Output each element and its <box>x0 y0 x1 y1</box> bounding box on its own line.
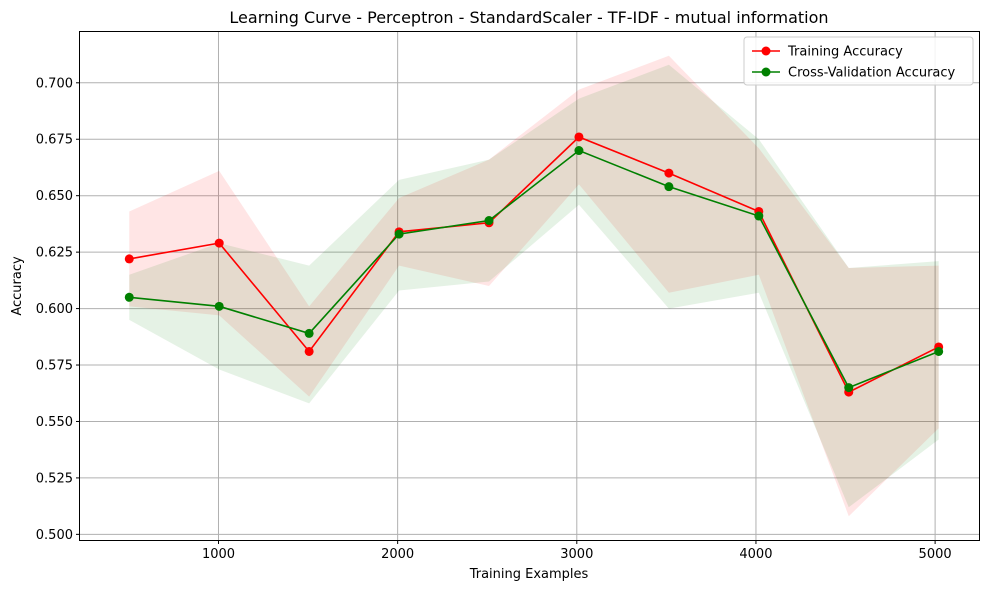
legend-swatch-marker <box>761 67 771 77</box>
series-0-point <box>214 238 224 248</box>
legend-box <box>743 36 974 86</box>
series-0-point <box>124 254 134 264</box>
series-0-point <box>304 346 314 356</box>
series-1-point <box>484 216 494 226</box>
series-1-point <box>394 229 404 239</box>
series-0-band <box>129 55 939 517</box>
y-tick-label: 0.500 <box>36 528 73 543</box>
x-axis-label: Training Examples <box>469 567 589 582</box>
x-tick-label: 5000 <box>919 547 952 562</box>
y-tick-label: 0.600 <box>36 302 73 317</box>
series-0-point <box>574 132 584 142</box>
series-1-point <box>214 301 224 311</box>
series-1-line <box>129 149 939 389</box>
confidence-bands <box>129 55 939 517</box>
y-tick-label: 0.675 <box>36 133 73 148</box>
x-tick-label: 4000 <box>739 547 772 562</box>
x-tick-label: 1000 <box>202 547 235 562</box>
y-tick-label: 0.650 <box>36 189 73 204</box>
plot-frame <box>79 31 980 541</box>
legend-swatch-marker <box>761 46 771 56</box>
series-1-point <box>934 346 944 356</box>
y-tick-label: 0.625 <box>36 246 73 261</box>
legend-label: Cross-Validation Accuracy <box>788 66 956 81</box>
x-axis-ticks: 1000 2000 3000 4000 5000 <box>202 540 952 562</box>
y-axis-label: Accuracy <box>10 256 25 316</box>
legend-label: Training Accuracy <box>787 45 903 60</box>
series-1-point <box>574 146 584 156</box>
legend: Training Accuracy Cross-Validation Accura… <box>743 36 974 86</box>
x-tick-label: 3000 <box>560 547 593 562</box>
series-1-band <box>129 64 939 508</box>
y-tick-label: 0.575 <box>36 359 73 374</box>
y-tick-label: 0.550 <box>36 415 73 430</box>
series-lines <box>129 136 940 394</box>
series-1-point <box>664 182 674 192</box>
series-1-point <box>754 211 764 221</box>
y-axis-ticks: 0.500 0.525 0.550 0.575 0.600 0.625 0.650 0.675… <box>36 76 80 543</box>
x-tick-label: 2000 <box>381 547 414 562</box>
series-0-point <box>664 168 674 178</box>
y-tick-label: 0.700 <box>36 76 73 91</box>
series-1-point <box>844 383 854 393</box>
y-tick-label: 0.525 <box>36 471 73 486</box>
series-1-point <box>304 328 314 338</box>
series-1-point <box>124 292 134 302</box>
series-points <box>124 132 944 397</box>
chart-title: Learning Curve - Perceptron - StandardSc… <box>229 8 828 27</box>
